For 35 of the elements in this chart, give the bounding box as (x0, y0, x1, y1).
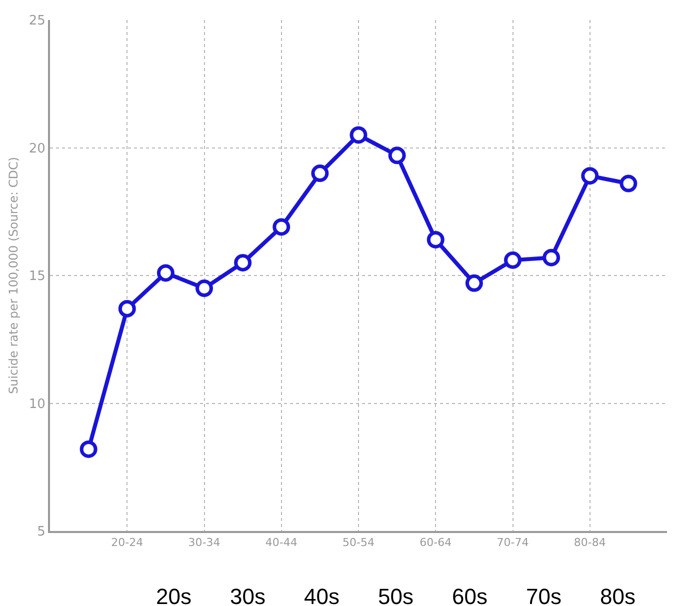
x-tick-label: 30-34 (188, 536, 220, 550)
x-tick-label: 50-54 (342, 536, 374, 550)
y-tick-label: 15 (28, 269, 46, 284)
point (156, 264, 174, 282)
point (465, 274, 483, 292)
point (350, 126, 368, 144)
point (542, 248, 560, 266)
text: 30s (230, 584, 266, 606)
text: 20s (156, 584, 192, 606)
point (388, 146, 406, 164)
text: 70s (526, 584, 562, 606)
point (234, 254, 252, 272)
y-axis-title: Suicide rate per 100,000 (Source: CDC) (6, 156, 21, 394)
point (272, 218, 290, 236)
point (504, 251, 522, 269)
x-tick-label: 70-74 (496, 536, 529, 550)
y-tick-label: 10 (28, 396, 46, 412)
point (581, 167, 599, 185)
text: 60s (452, 584, 488, 606)
point (196, 280, 213, 298)
y-tick-label: 5 (37, 524, 46, 540)
point (118, 300, 136, 318)
text: 50s (378, 584, 414, 606)
text: 40s (304, 584, 340, 606)
y-tick-label: 20 (28, 141, 46, 156)
text: 80s (600, 584, 636, 606)
x-tick-label: 60-64 (420, 536, 452, 550)
point (620, 174, 638, 192)
point (80, 440, 98, 458)
x-tick-label: 80-84 (574, 536, 606, 550)
point (426, 230, 444, 248)
x-tick-label: 20-24 (111, 536, 144, 550)
point (311, 164, 329, 182)
y-tick-label: 25 (28, 14, 46, 29)
x-tick-label: 40-44 (265, 536, 298, 550)
